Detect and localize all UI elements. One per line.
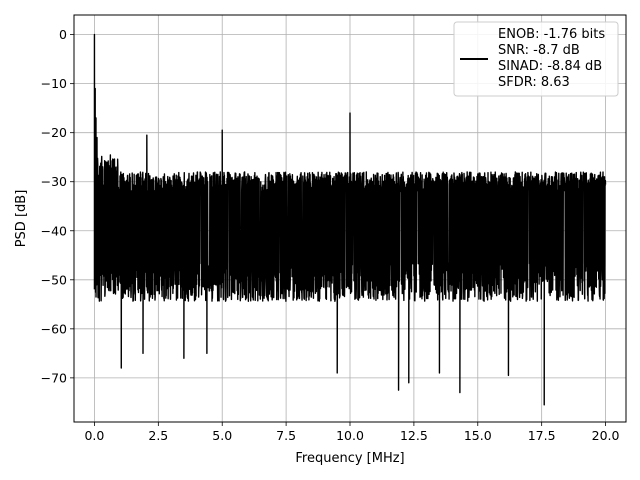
x-tick-label: 15.0	[464, 428, 492, 443]
legend: ENOB: -1.76 bits SNR: -8.7 dB SINAD: -8.…	[453, 21, 619, 97]
y-tick-label: −70	[41, 370, 67, 385]
x-axis-label: Frequency [MHz]	[295, 451, 404, 466]
y-tick-label: −10	[41, 76, 67, 91]
legend-enob: ENOB: -1.76 bits	[498, 27, 605, 42]
ticks: 0.0 2.5 5.0 7.5 10.0 12.5 15.0 17.5 20.0 0 −10 −20 −…	[41, 27, 620, 443]
y-tick-label: −30	[41, 174, 67, 189]
x-tick-label: 12.5	[400, 428, 428, 443]
legend-sfdr: SFDR: 8.63	[498, 75, 570, 90]
x-tick-label: 17.5	[528, 428, 556, 443]
x-tick-label: 2.5	[148, 428, 168, 443]
y-axis-label: PSD [dB]	[14, 190, 29, 248]
legend-box	[453, 21, 619, 97]
x-tick-label: 10.0	[336, 428, 364, 443]
y-tick-label: 0	[59, 27, 67, 42]
x-tick-label: 5.0	[212, 428, 232, 443]
x-tick-label: 7.5	[276, 428, 296, 443]
psd-line	[93, 33, 607, 406]
psd-series	[93, 33, 607, 406]
y-tick-label: −60	[41, 321, 67, 336]
x-tick-label: 0.0	[84, 428, 104, 443]
y-tick-label: −20	[41, 125, 67, 140]
x-tick-label: 20.0	[592, 428, 620, 443]
legend-sinad: SINAD: -8.84 dB	[498, 59, 602, 74]
y-tick-label: −50	[41, 272, 67, 287]
y-tick-label: −40	[41, 223, 67, 238]
legend-snr: SNR: -8.7 dB	[498, 43, 580, 58]
